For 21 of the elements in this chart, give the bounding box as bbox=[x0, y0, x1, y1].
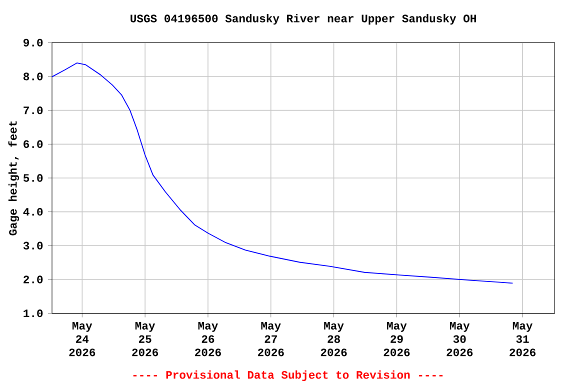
y-tick-label: 9.0 bbox=[24, 38, 43, 47]
x-tick-label: May 31 2026 bbox=[510, 322, 536, 356]
text: ---- Provisional Data Subject to Revision ---- bbox=[133, 370, 443, 381]
y-tick-label: 7.0 bbox=[24, 106, 43, 114]
y-axis-title: Gage height, feet bbox=[8, 121, 20, 236]
x-tick-label: May 26 2026 bbox=[195, 322, 221, 356]
y-tick-label: 1.0 bbox=[24, 309, 43, 318]
x-tick-label: May 27 2026 bbox=[258, 322, 284, 356]
x-tick-label: May 29 2026 bbox=[384, 322, 410, 356]
y-tick-label: 2.0 bbox=[24, 276, 43, 284]
x-tick-label: May 28 2026 bbox=[320, 322, 347, 356]
y-tick-label: 5.0 bbox=[23, 174, 43, 182]
y-tick-label: 3.0 bbox=[23, 242, 43, 250]
y-tick-label: 4.0 bbox=[23, 208, 43, 216]
line-series bbox=[52, 62, 514, 284]
x-tick-label: May 25 2026 bbox=[132, 322, 158, 356]
y-tick-label: 6.0 bbox=[24, 140, 43, 148]
chart-title: USGS 04196500 Sandusky River near Upper Sandusky OH bbox=[130, 14, 476, 25]
x-tick-label: May 24 2026 bbox=[69, 322, 96, 356]
x-tick-label: May 30 2026 bbox=[446, 322, 473, 356]
y-tick-label: 8.0 bbox=[23, 72, 43, 80]
